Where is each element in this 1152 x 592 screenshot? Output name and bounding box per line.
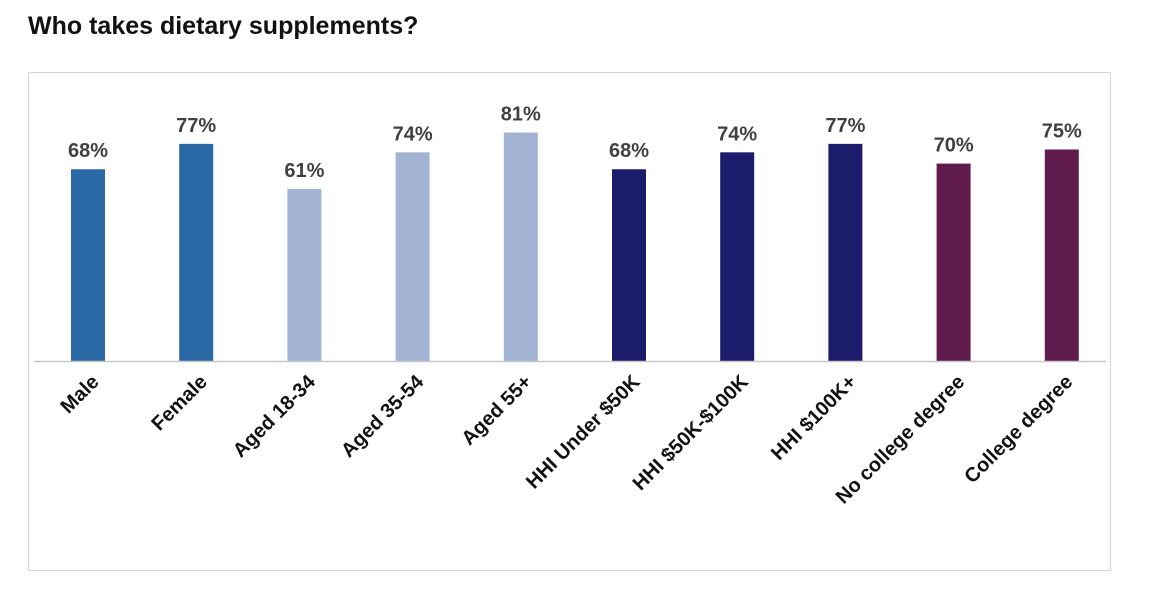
category-label-3: Aged 35-54	[337, 370, 429, 462]
bar-2	[287, 188, 322, 361]
category-label-1: Female	[147, 371, 211, 435]
bar-5	[612, 169, 646, 361]
value-label-7: 77%	[825, 115, 865, 137]
bar-0	[71, 169, 105, 361]
category-label-6: HHI $50K-$100K	[629, 371, 753, 495]
value-label-0: 68%	[68, 140, 108, 162]
value-label-9: 75%	[1042, 121, 1082, 143]
bar-4	[503, 132, 538, 361]
bar-1	[179, 143, 214, 361]
bars-layer	[71, 132, 1079, 361]
chart-frame	[28, 72, 1111, 571]
value-label-6: 74%	[717, 123, 757, 145]
category-label-4: Aged 55+	[458, 371, 537, 450]
bar-8	[936, 163, 971, 361]
value-label-5: 68%	[609, 140, 649, 162]
category-label-0: Male	[57, 371, 104, 418]
bar-6	[720, 152, 755, 361]
category-labels-layer: Male Female Aged 18-34 Aged 35-54 Aged 55+HH…	[57, 370, 1078, 508]
category-label-2: Aged 18-34	[229, 370, 321, 462]
value-labels-layer: 68% 77% 61% 74% 81% 68% 74% 77% 70% 75%	[68, 104, 1082, 182]
category-label-9: College degree	[960, 371, 1077, 488]
value-label-3: 74%	[393, 123, 433, 145]
category-label-7: HHI $100K+	[767, 371, 861, 465]
value-label-1: 77%	[176, 115, 216, 137]
category-label-5: HHI Under $50K	[522, 371, 645, 494]
bar-9	[1044, 149, 1079, 361]
value-label-8: 70%	[934, 135, 974, 157]
bar-7	[828, 143, 863, 361]
value-label-2: 61%	[284, 160, 324, 182]
value-label-4: 81%	[501, 104, 541, 126]
chart-title: Who takes dietary supplements?	[28, 12, 419, 40]
bar-3	[395, 152, 430, 361]
